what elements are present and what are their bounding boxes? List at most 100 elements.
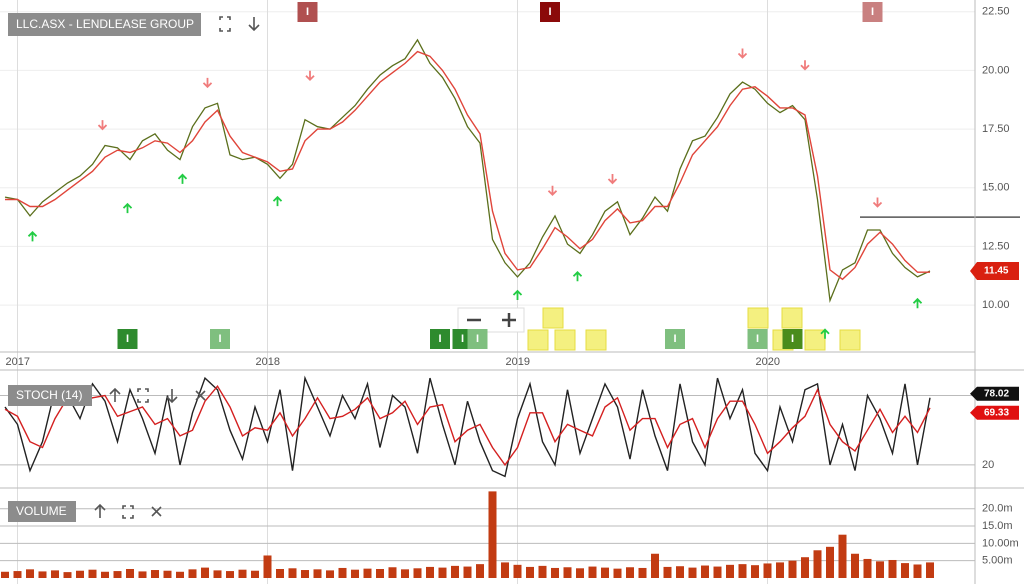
grid-layer xyxy=(0,0,975,584)
series-line xyxy=(4,375,931,478)
series-line xyxy=(4,38,931,303)
panel-title: VOLUME xyxy=(16,504,67,518)
value-badge-label: 78.02 xyxy=(984,388,1009,399)
volume-bar xyxy=(913,564,922,578)
volume-bar xyxy=(701,565,709,578)
title-badge xyxy=(8,385,92,406)
volume-bar xyxy=(88,569,97,578)
volume-bar xyxy=(651,553,659,578)
x-tick-label: 2017 xyxy=(6,356,30,368)
event-marker xyxy=(210,329,230,349)
y-tick-label: 10.00 xyxy=(982,299,1010,311)
price-badge-label: 11.45 xyxy=(984,266,1009,277)
volume-bar xyxy=(101,571,109,578)
volume-bar xyxy=(863,558,872,578)
pencil-box[interactable] xyxy=(839,329,861,351)
volume-bar xyxy=(363,568,372,578)
up-signal xyxy=(572,270,583,282)
event-marker xyxy=(297,2,318,22)
y-tick-label: 17.50 xyxy=(982,123,1010,135)
volume-bar xyxy=(526,566,534,578)
down-signal xyxy=(872,197,883,208)
close-icon[interactable] xyxy=(195,390,206,401)
volume-bar xyxy=(488,491,497,578)
pencil-box[interactable] xyxy=(554,329,576,351)
down-signal xyxy=(547,185,558,197)
pencil-box[interactable] xyxy=(585,329,607,351)
volume-bar xyxy=(688,567,697,578)
move-up-icon[interactable] xyxy=(94,503,106,518)
y-tick-label: 20.0m xyxy=(982,503,1013,515)
volume-bar xyxy=(138,571,147,578)
volume-bar xyxy=(51,570,59,578)
close-icon[interactable] xyxy=(151,506,162,517)
volume-bar xyxy=(426,566,434,578)
panel-icons xyxy=(94,16,260,519)
volume-bar xyxy=(213,570,222,578)
pencil-box[interactable] xyxy=(527,329,549,351)
volume-bar xyxy=(588,566,597,578)
volume-bar xyxy=(388,567,397,578)
volume-bar xyxy=(38,571,47,578)
up-signal xyxy=(27,231,38,242)
event-label: I xyxy=(673,333,676,345)
fullscreen-icon[interactable] xyxy=(122,505,134,519)
event-marker xyxy=(540,2,560,22)
down-signal xyxy=(202,77,213,89)
volume-bar xyxy=(813,550,822,578)
move-down-icon[interactable] xyxy=(248,17,260,32)
fullscreen-icon[interactable] xyxy=(219,16,231,32)
move-down-icon[interactable] xyxy=(166,389,178,404)
event-label: I xyxy=(791,333,794,345)
event-marker xyxy=(782,329,803,349)
event-label: I xyxy=(438,333,441,345)
y-tick-label: 22.50 xyxy=(982,6,1010,18)
volume-bar xyxy=(63,572,72,578)
pencil-box[interactable] xyxy=(542,307,564,329)
chart-title: LLC.ASX - LENDLEASE GROUP xyxy=(16,17,194,31)
pencil-box[interactable] xyxy=(804,329,826,351)
volume-bar xyxy=(288,568,297,578)
volume-bar xyxy=(613,568,622,578)
volume-bar xyxy=(176,571,184,578)
fullscreen-icon[interactable] xyxy=(137,388,149,403)
volume-bar xyxy=(451,565,459,578)
y-tick-label: 20.00 xyxy=(982,64,1010,76)
event-label: I xyxy=(756,333,759,345)
series-line xyxy=(4,384,931,467)
event-marker xyxy=(117,329,138,349)
x-tick-label: 2018 xyxy=(256,356,280,368)
x-tick-label: 2019 xyxy=(506,356,530,368)
volume-bar xyxy=(876,561,884,578)
up-signal xyxy=(512,289,523,300)
volume-bar xyxy=(751,565,759,578)
volume-bar xyxy=(413,568,422,578)
volume-bar xyxy=(276,568,284,578)
volume-bar xyxy=(251,570,259,578)
volume-bar xyxy=(476,564,484,578)
event-label: I xyxy=(871,6,874,18)
volume-bar xyxy=(738,564,747,578)
volume-bar xyxy=(838,534,847,578)
down-signal xyxy=(97,120,108,131)
event-marker xyxy=(665,329,685,349)
volume-bar xyxy=(513,564,522,578)
event-label: I xyxy=(476,333,479,345)
event-marker xyxy=(467,329,488,349)
volume-bar xyxy=(238,569,247,578)
y-tick-label: 15.0m xyxy=(982,520,1013,532)
volume-bar xyxy=(201,567,209,578)
value-badge xyxy=(970,386,1019,401)
volume-bar xyxy=(638,567,647,578)
volume-bar xyxy=(826,546,834,578)
volume-bar xyxy=(338,567,347,578)
overlay-layer: 10.00 12.50 15.00 17.50 20.00 22.50 2017 2018 20… xyxy=(6,2,1019,567)
move-up-icon[interactable] xyxy=(109,387,121,402)
volume-bar xyxy=(13,571,22,578)
pencil-box[interactable] xyxy=(781,307,803,329)
volume-bar xyxy=(313,569,322,578)
volume-bar xyxy=(501,562,509,578)
volume-bar xyxy=(463,566,472,578)
volume-bar xyxy=(376,568,384,578)
pencil-box[interactable] xyxy=(747,307,769,329)
